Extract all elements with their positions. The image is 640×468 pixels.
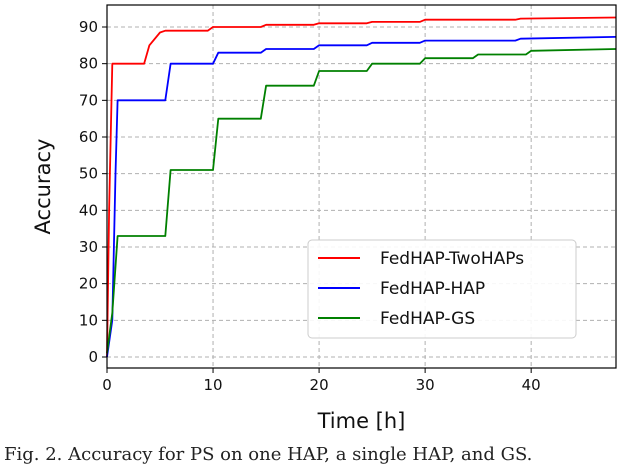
x-tick-label: 30 <box>416 376 435 394</box>
y-tick-label: 20 <box>79 275 98 293</box>
legend-box <box>307 239 577 339</box>
y-tick-label: 50 <box>79 165 98 183</box>
y-tick-label: 0 <box>88 348 98 366</box>
series-line-1 <box>106 16 617 358</box>
x-tick-label: 20 <box>310 376 329 394</box>
y-tick-label: 40 <box>79 201 98 219</box>
accuracy-line-chart: 0 10 20 30 40 0 10 20 30 40 50 60 70 80 90 Time [h] A… <box>31 4 617 433</box>
legend-label: FedHAP-HAP <box>380 279 485 299</box>
y-axis-ticks: 0 10 20 30 40 50 60 70 80 90 <box>79 18 107 366</box>
series-layer <box>106 16 617 358</box>
y-tick-label: 60 <box>79 128 98 146</box>
legend-label: FedHAP-TwoHAPs <box>380 249 524 269</box>
x-tick-label: 40 <box>522 376 541 394</box>
figure-caption: Fig. 2. Accuracy for PS on one HAP, a si… <box>4 444 533 465</box>
legend: FedHAP-TwoHAPs FedHAP-HAP FedHAP-GS <box>307 239 577 339</box>
y-tick-label: 80 <box>79 55 98 73</box>
x-axis-label: Time [h] <box>317 409 406 433</box>
legend-label: FedHAP-GS <box>380 309 475 329</box>
y-tick-label: 30 <box>79 238 98 256</box>
y-tick-label: 70 <box>79 91 98 109</box>
series-line-3 <box>106 48 617 354</box>
y-tick-label: 10 <box>79 311 98 329</box>
x-axis-ticks: 0 10 20 30 40 <box>102 368 541 394</box>
x-tick-label: 10 <box>203 376 222 394</box>
plot-frame <box>106 4 617 369</box>
series-line-2 <box>106 36 617 358</box>
y-axis-label: Accuracy <box>31 139 55 235</box>
y-tick-label: 90 <box>79 18 98 36</box>
x-tick-label: 0 <box>102 376 112 394</box>
